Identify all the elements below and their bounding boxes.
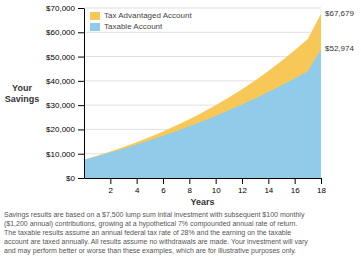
legend-label: Tax Advantaged Account <box>104 11 192 20</box>
tick-label: $40,000 <box>46 77 75 86</box>
y-axis-title: YourSavings <box>5 83 40 104</box>
y-tick: $30,000 <box>46 101 84 110</box>
tick-mark <box>78 154 84 155</box>
tick-mark <box>78 8 84 9</box>
tick-label: $0 <box>66 174 75 183</box>
x-tick: 12 <box>238 178 247 195</box>
tick-mark <box>78 32 84 33</box>
chart: $0 $10,000 $20,000 $30,000 $40,000 $50,000 $60… <box>0 0 361 258</box>
footnote-line: The taxable results assume an annual fed… <box>4 229 291 237</box>
legend-label: Taxable Account <box>104 22 163 31</box>
end-label: $52,974 <box>325 44 354 53</box>
x-tick: 8 <box>188 178 193 195</box>
tick-label: $50,000 <box>46 53 75 62</box>
footnote: Savings results are based on a $7,500 lu… <box>4 211 308 255</box>
grid-line <box>84 8 321 9</box>
tick-mark <box>78 81 84 82</box>
y-tick: $40,000 <box>46 77 84 86</box>
legend-swatch <box>90 23 100 31</box>
tick-mark <box>216 178 217 184</box>
tick-mark <box>321 178 322 184</box>
tick-label: 12 <box>238 186 247 195</box>
x-tick: 16 <box>291 178 300 195</box>
tick-mark <box>295 178 296 184</box>
tick-label: 6 <box>161 186 166 195</box>
x-axis-title: Years <box>190 197 214 207</box>
y-tick: $50,000 <box>46 53 84 62</box>
x-tick: 14 <box>264 178 273 195</box>
tick-mark <box>78 129 84 130</box>
x-tick: 10 <box>212 178 221 195</box>
grid-line <box>84 56 321 57</box>
tick-mark <box>163 178 164 184</box>
footnote-line: Savings results are based on a $7,500 lu… <box>4 211 305 219</box>
tick-label: 8 <box>188 186 193 195</box>
x-tick: 18 <box>317 178 326 195</box>
y-tick: $0 <box>66 174 84 183</box>
y-tick: $10,000 <box>46 150 84 159</box>
x-axis: 2 4 6 8 10 12 14 16 18 <box>85 178 327 195</box>
legend-item: Tax Advantaged Account <box>90 11 192 20</box>
y-tick: $70,000 <box>46 4 84 13</box>
tick-label: $20,000 <box>46 125 75 134</box>
tick-label: $10,000 <box>46 150 75 159</box>
tick-label: 18 <box>317 186 326 195</box>
tick-mark <box>137 178 138 184</box>
tick-mark <box>242 178 243 184</box>
grid <box>84 8 321 178</box>
y-axis: $0 $10,000 $20,000 $30,000 $40,000 $50,000 $60… <box>46 4 84 183</box>
y-tick: $20,000 <box>46 125 84 134</box>
tick-label: $30,000 <box>46 101 75 110</box>
legend-item: Taxable Account <box>90 22 163 31</box>
x-tick: 2 <box>109 178 114 195</box>
tick-label: $60,000 <box>46 28 75 37</box>
tick-mark <box>78 57 84 58</box>
tick-mark <box>110 178 111 184</box>
legend-swatch <box>90 12 100 20</box>
end-label: $67,679 <box>325 9 354 18</box>
tick-mark <box>189 178 190 184</box>
tick-label: 14 <box>264 186 273 195</box>
tick-label: 2 <box>109 186 114 195</box>
tick-label: 10 <box>212 186 221 195</box>
tick-mark <box>78 105 84 106</box>
tick-mark <box>78 178 84 179</box>
legend: Tax Advantaged Account Taxable Account <box>90 11 192 31</box>
footnote-line: and may perform better or worse than the… <box>4 247 296 255</box>
footnote-line: ($1,200 annual) contributions, growing a… <box>4 220 297 228</box>
tick-mark <box>268 178 269 184</box>
tick-label: 4 <box>135 186 140 195</box>
y-tick: $60,000 <box>46 28 84 37</box>
grid-line <box>84 32 321 33</box>
area <box>84 14 321 178</box>
axis-line <box>84 9 85 179</box>
plot-area <box>84 14 321 178</box>
x-tick: 4 <box>135 178 140 195</box>
tick-label: $70,000 <box>46 4 75 13</box>
footnote-line: account are taxed annually. All results … <box>4 238 308 246</box>
area <box>84 49 321 178</box>
axis-line <box>85 178 322 179</box>
x-tick: 6 <box>161 178 166 195</box>
tick-label: 16 <box>291 186 300 195</box>
